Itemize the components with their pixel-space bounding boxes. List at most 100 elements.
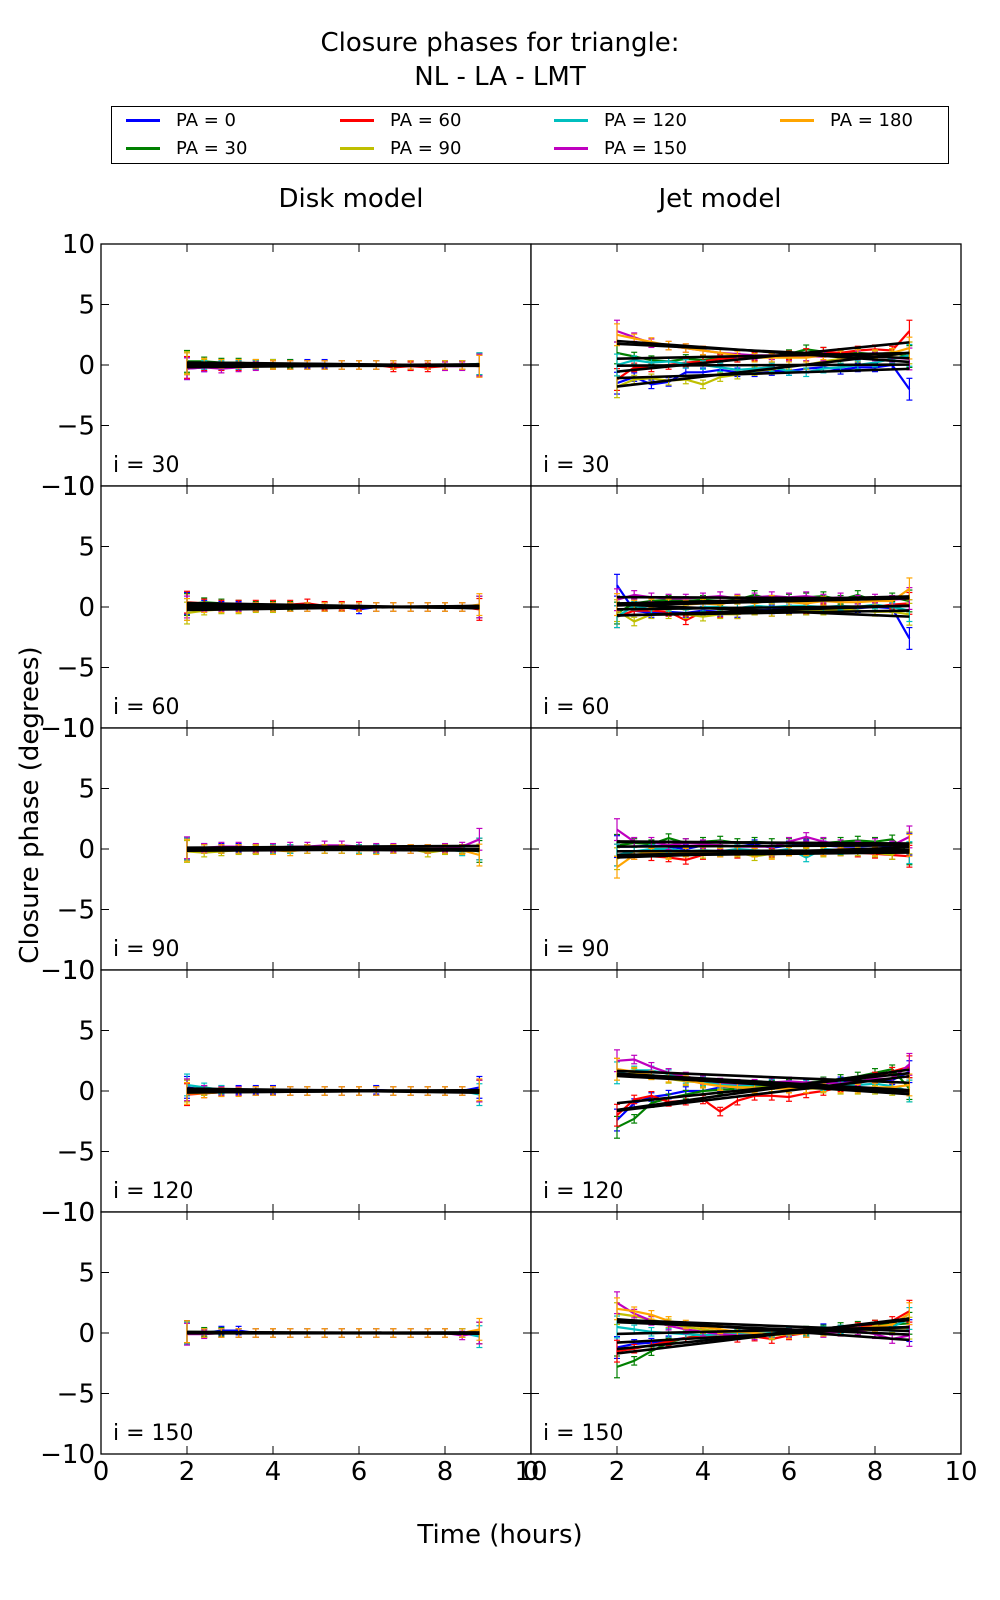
legend-item-pa-0: PA = 0 bbox=[126, 110, 236, 131]
y-tick-label: −10 bbox=[40, 1198, 95, 1228]
y-tick-label: 10 bbox=[62, 1198, 95, 1228]
y-tick-label: 10 bbox=[62, 230, 95, 260]
model-fit-line bbox=[616, 609, 910, 617]
model-fit-line bbox=[186, 844, 480, 849]
legend-item-pa-180: PA = 180 bbox=[780, 110, 913, 131]
row-annotation: i = 120 bbox=[543, 1179, 624, 1204]
y-tick-label: 5 bbox=[78, 775, 95, 805]
y-tick-label: −5 bbox=[57, 412, 95, 442]
x-tick-label: 4 bbox=[265, 1457, 282, 1487]
model-fit-line bbox=[616, 367, 910, 380]
legend-label: PA = 120 bbox=[604, 110, 687, 131]
x-tick-label: 2 bbox=[179, 1457, 196, 1487]
legend: PA = 0 PA = 30 PA = 60 PA = 90 PA = 120 … bbox=[111, 106, 949, 164]
model-fit-line bbox=[186, 1088, 480, 1094]
y-tick-label: −10 bbox=[40, 956, 95, 986]
y-tick-label: −5 bbox=[57, 1380, 95, 1410]
row-annotation: i = 60 bbox=[113, 695, 180, 720]
legend-label: PA = 0 bbox=[176, 110, 236, 131]
legend-swatch bbox=[126, 147, 160, 150]
y-tick-label: −5 bbox=[57, 1138, 95, 1168]
legend-item-pa-150: PA = 150 bbox=[554, 138, 687, 159]
y-tick-label: 10 bbox=[62, 714, 95, 744]
x-tick-label: 4 bbox=[695, 1457, 712, 1487]
y-tick-label: −10 bbox=[40, 1440, 95, 1470]
legend-label: PA = 150 bbox=[604, 138, 687, 159]
legend-item-pa-120: PA = 120 bbox=[554, 110, 687, 131]
x-axis-label: Time (hours) bbox=[417, 1520, 583, 1550]
row-annotation: i = 30 bbox=[543, 453, 610, 478]
model-fit-line bbox=[616, 1318, 910, 1333]
model-fit-line bbox=[616, 848, 910, 853]
legend-swatch bbox=[780, 119, 814, 122]
y-tick-label: −10 bbox=[40, 472, 95, 502]
y-tick-label: 0 bbox=[78, 593, 95, 623]
model-fit-line bbox=[186, 1331, 480, 1335]
model-fit-line bbox=[616, 1072, 910, 1092]
column-title-disk: Disk model bbox=[278, 184, 424, 214]
model-fit-line bbox=[616, 1074, 910, 1094]
x-tick-label: 6 bbox=[351, 1457, 368, 1487]
y-tick-label: 0 bbox=[78, 351, 95, 381]
x-tick-label: 10 bbox=[944, 1457, 977, 1487]
column-title-jet: Jet model bbox=[658, 184, 782, 214]
legend-swatch bbox=[126, 119, 160, 122]
model-fit-line bbox=[616, 840, 910, 845]
row-annotation: i = 30 bbox=[113, 453, 180, 478]
model-fit-line bbox=[616, 1318, 910, 1351]
y-tick-label: 5 bbox=[78, 291, 95, 321]
legend-item-pa-30: PA = 30 bbox=[126, 138, 247, 159]
y-tick-label: 5 bbox=[78, 533, 95, 563]
legend-swatch bbox=[340, 119, 374, 122]
x-tick-label: 0 bbox=[523, 1457, 540, 1487]
y-tick-label: 0 bbox=[78, 835, 95, 865]
model-fit-line bbox=[186, 847, 480, 852]
model-fit-line bbox=[616, 342, 910, 360]
model-fit-line bbox=[186, 604, 480, 610]
y-axis-label: Closure phase (degrees) bbox=[15, 646, 45, 964]
legend-item-pa-60: PA = 60 bbox=[340, 110, 461, 131]
y-tick-label: −5 bbox=[57, 896, 95, 926]
x-tick-label: 6 bbox=[781, 1457, 798, 1487]
model-fit-line bbox=[616, 596, 910, 607]
model-fit-line bbox=[186, 362, 480, 367]
model-fit-line bbox=[616, 363, 910, 367]
x-tick-label: 8 bbox=[437, 1457, 454, 1487]
legend-label: PA = 90 bbox=[390, 138, 462, 159]
row-annotation: i = 150 bbox=[543, 1421, 624, 1446]
row-annotation: i = 60 bbox=[543, 695, 610, 720]
y-tick-label: 5 bbox=[78, 1017, 95, 1047]
model-fit-line bbox=[616, 844, 910, 848]
legend-label: PA = 180 bbox=[830, 110, 913, 131]
x-tick-label: 0 bbox=[93, 1457, 110, 1487]
chart-title-line1: Closure phases for triangle: bbox=[320, 28, 680, 58]
model-fit-line bbox=[616, 604, 910, 611]
x-tick-label: 2 bbox=[609, 1457, 626, 1487]
legend-swatch bbox=[554, 147, 588, 150]
series-line bbox=[616, 363, 911, 390]
model-fit-line bbox=[616, 1069, 910, 1085]
y-tick-label: −5 bbox=[57, 654, 95, 684]
y-tick-label: −10 bbox=[40, 714, 95, 744]
x-tick-label: 8 bbox=[867, 1457, 884, 1487]
y-tick-label: 0 bbox=[78, 1077, 95, 1107]
row-annotation: i = 90 bbox=[543, 937, 610, 962]
model-fit-line bbox=[616, 846, 910, 859]
y-tick-label: 0 bbox=[78, 1319, 95, 1349]
legend-swatch bbox=[340, 147, 374, 150]
legend-item-pa-90: PA = 90 bbox=[340, 138, 461, 159]
chart-title-line2: NL - LA - LMT bbox=[414, 62, 586, 92]
x-tick-label: 10 bbox=[514, 1457, 547, 1487]
y-tick-label: 10 bbox=[62, 956, 95, 986]
legend-swatch bbox=[554, 119, 588, 122]
y-tick-label: 10 bbox=[62, 472, 95, 502]
y-tick-label: 5 bbox=[78, 1259, 95, 1289]
model-fit-line bbox=[616, 1068, 910, 1112]
legend-label: PA = 60 bbox=[390, 110, 462, 131]
model-fit-line bbox=[616, 1071, 910, 1105]
row-annotation: i = 90 bbox=[113, 937, 180, 962]
legend-label: PA = 30 bbox=[176, 138, 248, 159]
row-annotation: i = 150 bbox=[113, 1421, 194, 1446]
row-annotation: i = 120 bbox=[113, 1179, 194, 1204]
